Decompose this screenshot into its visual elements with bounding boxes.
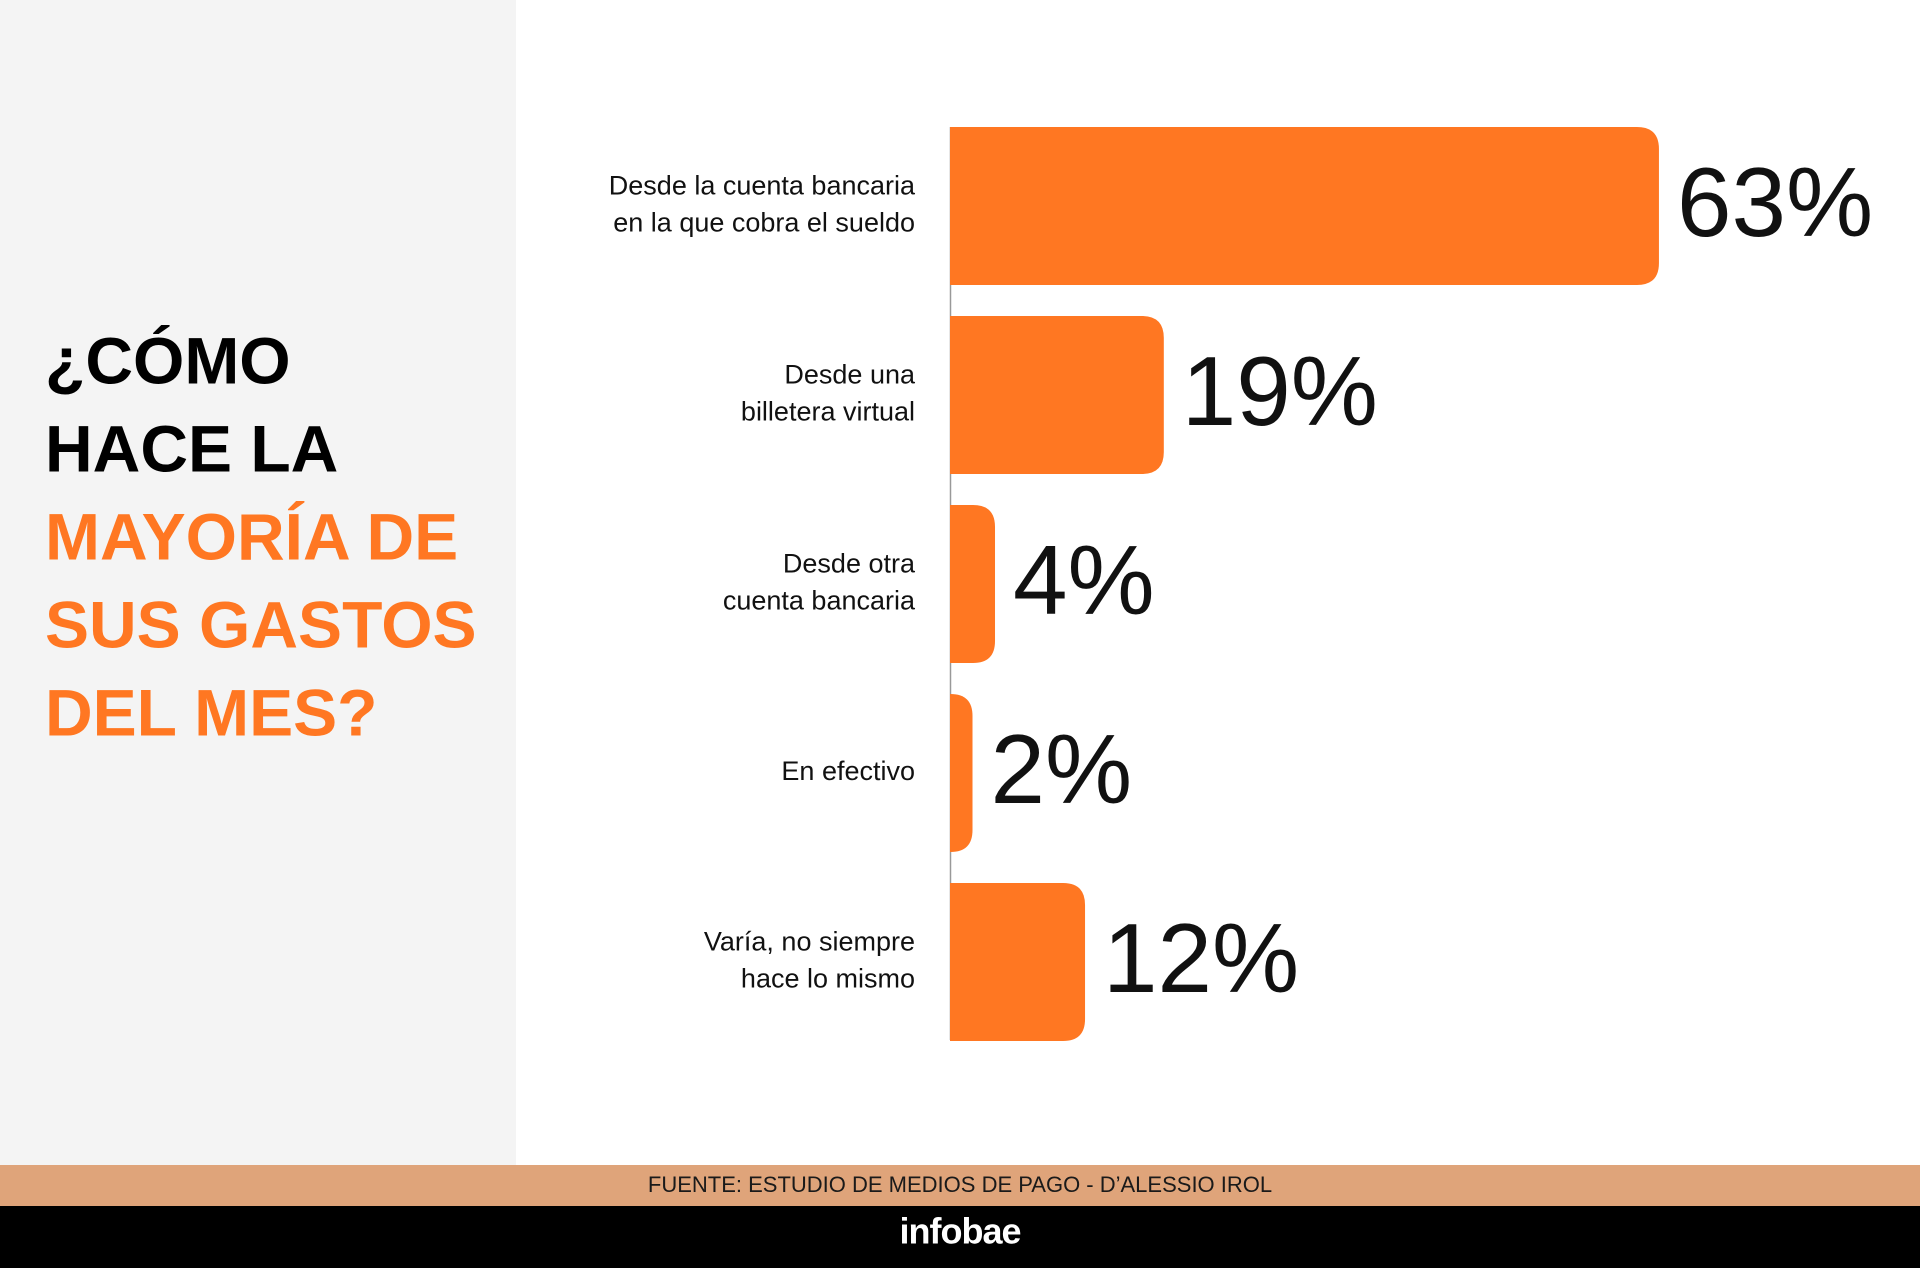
category-label: Desde la cuenta bancaria [609,171,916,201]
category-label: hace lo mismo [741,964,915,994]
category-label: en la que cobra el sueldo [613,208,915,238]
brand-band [0,1206,1920,1268]
source: FUENTE: ESTUDIO DE MEDIOS DE PAGO - D’AL… [648,1172,1272,1197]
title-line: SUS GASTOS [45,587,477,661]
title-line: MAYORÍA DE [45,499,458,573]
category-label: Desde otra [783,549,916,579]
category-label: billetera virtual [741,397,915,427]
bar [950,505,996,663]
bar [950,694,973,852]
value-label: 12% [1103,903,1299,1013]
brand: infobae [899,1211,1020,1252]
title-line: ¿CÓMO [45,323,291,397]
value-label: 19% [1182,336,1378,446]
source-band [0,1165,1920,1206]
title-line: DEL MES? [45,675,377,749]
bar [950,883,1086,1041]
side-panel [0,0,516,1165]
title-line: HACE LA [45,411,338,485]
category-label: En efectivo [781,756,915,786]
value-label: 63% [1677,147,1873,257]
bar [950,127,1659,285]
category-label: cuenta bancaria [723,586,916,616]
category-label: Desde una [784,360,916,390]
category-label: Varía, no siempre [704,927,915,957]
value-label: 2% [991,714,1133,824]
value-label: 4% [1013,525,1155,635]
bar [950,316,1164,474]
